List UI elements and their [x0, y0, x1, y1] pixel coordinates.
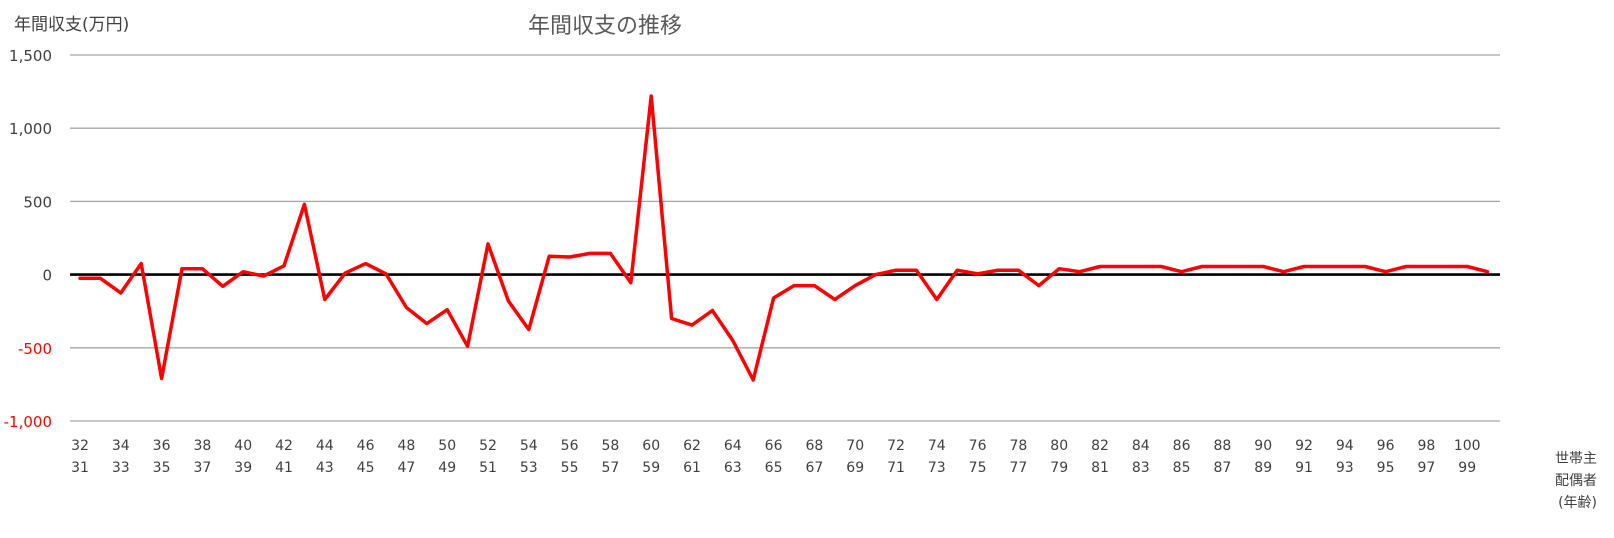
y-tick-label: -500	[18, 340, 52, 358]
x-tick-label-householder: 38	[193, 438, 211, 454]
x-tick-label-spouse: 81	[1091, 460, 1109, 476]
x-tick-label-spouse: 75	[969, 460, 987, 476]
x-tick-label-spouse: 97	[1417, 460, 1435, 476]
x-axis-title-line-2: 配偶者	[1555, 473, 1597, 489]
x-tick-label-householder: 74	[928, 438, 946, 454]
x-tick-label-householder: 46	[357, 438, 375, 454]
x-tick-label-householder: 96	[1377, 438, 1395, 454]
x-tick-label-spouse: 47	[397, 460, 415, 476]
x-axis-title-line-1: 世帯主	[1555, 451, 1597, 467]
x-tick-label-householder: 60	[642, 438, 660, 454]
x-tick-label-householder: 62	[683, 438, 701, 454]
x-tick-label-householder: 84	[1132, 438, 1150, 454]
x-tick-label-spouse: 61	[683, 460, 701, 476]
x-tick-label-householder: 36	[153, 438, 171, 454]
x-tick-label-spouse: 39	[234, 460, 252, 476]
x-tick-label-spouse: 71	[887, 460, 905, 476]
x-tick-label-spouse: 33	[112, 460, 130, 476]
x-tick-label-spouse: 87	[1213, 460, 1231, 476]
x-tick-label-householder: 56	[561, 438, 579, 454]
x-tick-label-householder: 58	[601, 438, 619, 454]
x-tick-label-householder: 68	[805, 438, 823, 454]
x-tick-label-spouse: 43	[316, 460, 334, 476]
x-tick-label-spouse: 51	[479, 460, 497, 476]
x-tick-label-spouse: 35	[153, 460, 171, 476]
x-axis-title-line-3: (年齢)	[1558, 495, 1597, 511]
x-tick-label-householder: 44	[316, 438, 334, 454]
x-tick-label-householder: 66	[765, 438, 783, 454]
x-tick-label-spouse: 83	[1132, 460, 1150, 476]
x-tick-label-householder: 100	[1454, 438, 1481, 454]
x-tick-label-spouse: 79	[1050, 460, 1068, 476]
x-tick-label-householder: 50	[438, 438, 456, 454]
x-tick-label-spouse: 65	[765, 460, 783, 476]
y-axis-title: 年間収支(万円)	[14, 15, 130, 35]
x-tick-label-householder: 88	[1213, 438, 1231, 454]
x-tick-label-spouse: 41	[275, 460, 293, 476]
x-tick-label-spouse: 91	[1295, 460, 1313, 476]
x-tick-label-spouse: 77	[1009, 460, 1027, 476]
x-tick-label-spouse: 63	[724, 460, 742, 476]
x-tick-label-spouse: 73	[928, 460, 946, 476]
y-tick-label: 0	[42, 267, 52, 285]
x-tick-label-spouse: 95	[1377, 460, 1395, 476]
x-tick-label-spouse: 49	[438, 460, 456, 476]
x-tick-label-householder: 82	[1091, 438, 1109, 454]
x-tick-label-spouse: 89	[1254, 460, 1272, 476]
x-tick-label-spouse: 93	[1336, 460, 1354, 476]
x-tick-label-householder: 32	[71, 438, 89, 454]
x-tick-label-householder: 34	[112, 438, 130, 454]
x-tick-label-spouse: 31	[71, 460, 89, 476]
x-tick-label-householder: 80	[1050, 438, 1068, 454]
y-tick-label: -1,000	[4, 413, 52, 431]
x-tick-label-householder: 94	[1336, 438, 1354, 454]
x-tick-label-householder: 40	[234, 438, 252, 454]
x-tick-label-spouse: 57	[601, 460, 619, 476]
x-tick-label-householder: 48	[397, 438, 415, 454]
y-tick-label: 500	[23, 193, 52, 211]
y-tick-label: 1,000	[9, 120, 52, 138]
chart-title: 年間収支の推移	[528, 14, 683, 39]
x-tick-label-spouse: 53	[520, 460, 538, 476]
x-tick-label-spouse: 85	[1173, 460, 1191, 476]
x-tick-label-spouse: 55	[561, 460, 579, 476]
x-tick-label-spouse: 37	[193, 460, 211, 476]
x-tick-label-householder: 54	[520, 438, 538, 454]
x-tick-label-householder: 64	[724, 438, 742, 454]
x-tick-label-householder: 70	[846, 438, 864, 454]
x-tick-label-spouse: 99	[1458, 460, 1476, 476]
x-tick-label-householder: 98	[1417, 438, 1435, 454]
x-tick-label-spouse: 67	[805, 460, 823, 476]
x-tick-label-householder: 86	[1173, 438, 1191, 454]
x-tick-label-householder: 78	[1009, 438, 1027, 454]
x-tick-label-householder: 76	[969, 438, 987, 454]
x-tick-label-spouse: 69	[846, 460, 864, 476]
x-tick-label-householder: 42	[275, 438, 293, 454]
x-tick-label-spouse: 45	[357, 460, 375, 476]
x-tick-label-spouse: 59	[642, 460, 660, 476]
x-tick-label-householder: 52	[479, 438, 497, 454]
x-tick-label-householder: 90	[1254, 438, 1272, 454]
y-tick-label: 1,500	[9, 47, 52, 65]
x-tick-label-householder: 72	[887, 438, 905, 454]
x-axis-title: 世帯主 配偶者 (年齢)	[1555, 448, 1597, 514]
x-tick-label-householder: 92	[1295, 438, 1313, 454]
series-line	[78, 94, 1490, 382]
